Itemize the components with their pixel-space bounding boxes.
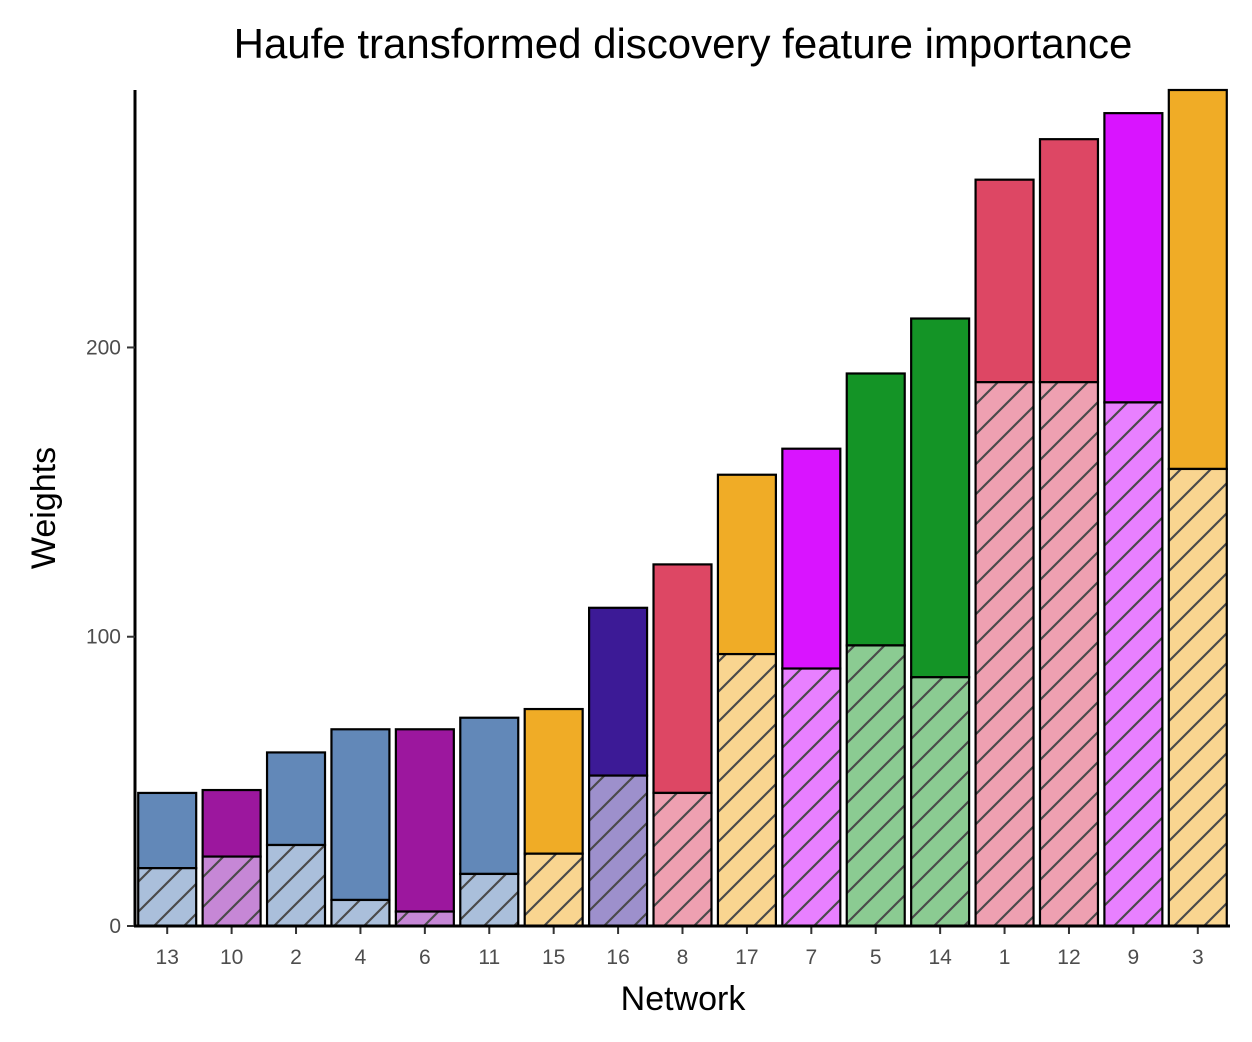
bar-hatch-overlay-8 <box>652 791 713 928</box>
bar-hatch-overlay-3 <box>1167 467 1228 928</box>
y-tick-label-200: 200 <box>86 336 121 359</box>
bar-solid-segment-11 <box>459 716 520 876</box>
y-axis: 0 100 200 <box>86 90 137 938</box>
bar-solid-segment-14 <box>910 317 971 679</box>
x-tick-label-8: 8 <box>677 946 689 969</box>
bar-solid-segment-8 <box>652 563 713 795</box>
bar-hatch-overlay-10 <box>201 855 262 928</box>
bar-hatch-overlay-6 <box>394 910 455 928</box>
y-tick-label-0: 0 <box>109 915 121 938</box>
bar-solid-segment-13 <box>137 791 198 870</box>
x-tick-label-4: 4 <box>355 946 367 969</box>
x-tick-label-3: 3 <box>1192 946 1204 969</box>
x-tick-label-17: 17 <box>735 946 758 969</box>
x-tick-label-16: 16 <box>606 946 629 969</box>
bar-solid-segment-6 <box>394 728 455 913</box>
bar-hatch-overlay-1 <box>974 381 1035 928</box>
plot-area <box>137 88 1228 928</box>
bar-hatch-overlay-7 <box>781 667 842 928</box>
bar-solid-segment-1 <box>974 178 1035 384</box>
x-axis-label: Network <box>621 980 747 1018</box>
bar-hatch-overlay-13 <box>137 867 198 928</box>
bar-solid-segment-5 <box>845 372 906 647</box>
bar-solid-segment-12 <box>1038 138 1100 384</box>
bar-solid-segment-17 <box>716 473 777 656</box>
bar-solid-segment-9 <box>1103 112 1164 404</box>
bar-hatch-overlay-12 <box>1038 381 1100 928</box>
bar-hatch-overlay-15 <box>523 852 584 928</box>
x-tick-label-15: 15 <box>542 946 565 969</box>
x-tick-label-13: 13 <box>156 946 179 969</box>
bar-hatch-overlay-4 <box>330 898 391 928</box>
bar-hatch-overlay-16 <box>588 774 649 928</box>
x-tick-label-9: 9 <box>1128 946 1140 969</box>
bar-solid-segment-4 <box>330 728 391 902</box>
bar-hatch-overlay-5 <box>845 644 906 928</box>
bar-hatch-overlay-14 <box>910 676 971 928</box>
bar-solid-segment-7 <box>781 447 842 670</box>
bar-solid-segment-16 <box>588 606 649 777</box>
bar-solid-segment-10 <box>201 788 262 858</box>
x-tick-label-1: 1 <box>999 946 1011 969</box>
bar-solid-segment-3 <box>1167 88 1228 471</box>
bar-solid-segment-2 <box>265 751 327 847</box>
bar-hatch-overlay-2 <box>265 843 327 928</box>
bar-solid-segment-15 <box>523 707 584 855</box>
y-tick-label-100: 100 <box>86 626 121 649</box>
x-tick-label-5: 5 <box>870 946 882 969</box>
x-tick-label-7: 7 <box>805 946 817 969</box>
chart-title: Haufe transformed discovery feature impo… <box>234 20 1133 67</box>
x-tick-label-14: 14 <box>928 946 952 969</box>
x-tick-label-11: 11 <box>478 946 500 969</box>
x-axis: 13 10 2 4 6 11 15 16 8 17 7 5 14 1 12 9 3 <box>134 924 1230 969</box>
x-tick-label-2: 2 <box>290 946 302 969</box>
x-tick-label-10: 10 <box>220 946 243 969</box>
bar-hatch-overlay-11 <box>459 872 520 928</box>
bar-hatch-overlay-17 <box>716 652 777 928</box>
x-tick-label-12: 12 <box>1057 946 1080 969</box>
x-tick-label-6: 6 <box>419 946 431 969</box>
bar-hatch-overlay-9 <box>1103 401 1164 928</box>
y-axis-label: Weights <box>25 447 63 569</box>
